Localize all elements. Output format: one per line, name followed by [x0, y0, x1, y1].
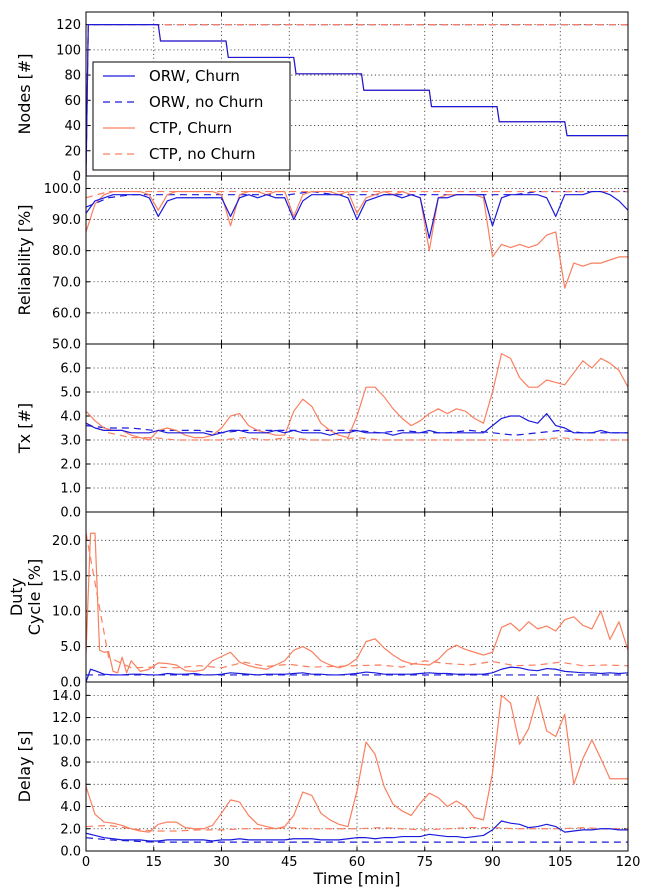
panel-1: 0 20 40 60 80 100 120 Nodes [#]: [15, 11, 629, 185]
series-line-orw-churn: [86, 666, 628, 682]
y-tick-label: 10.0: [52, 733, 81, 748]
series-line-ctp-no-churn: [86, 824, 628, 832]
y-axis-label: Delay [s]: [15, 731, 34, 803]
series-line-ctp-churn: [86, 532, 628, 674]
series-line-orw-churn: [86, 190, 628, 239]
y-tick-label: 40: [64, 119, 81, 134]
y-tick-label: 0.0: [60, 845, 81, 860]
y-tick-label: 2.0: [60, 458, 81, 473]
y-tick-label: 20.0: [52, 534, 81, 549]
x-tick-label: 0: [82, 855, 90, 870]
y-axis-label: Cycle [%]: [25, 559, 44, 636]
series-line-orw-churn: [86, 24, 628, 176]
panel-4: 0.0 5.0 10.0 15.0 20.0 Duty Cycle [%]: [7, 511, 629, 691]
series-line-ctp-churn: [86, 694, 628, 833]
y-tick-label: 1.0: [60, 482, 81, 497]
series-line-ctp-no-churn: [86, 533, 628, 669]
y-tick-label: 0.0: [60, 676, 81, 691]
y-tick-label: 2.0: [60, 822, 81, 837]
y-tick-label: 15.0: [52, 569, 81, 584]
y-tick-label: 80: [64, 69, 81, 84]
y-axis-label: Duty: [7, 578, 26, 616]
y-tick-label: 10.0: [52, 605, 81, 620]
y-tick-label: 4.0: [60, 800, 81, 815]
x-tick-label: 15: [145, 855, 162, 870]
x-tick-label: 105: [548, 855, 573, 870]
y-tick-label: 90.0: [52, 213, 81, 228]
series-line-orw-churn: [86, 413, 628, 436]
x-tick-label: 90: [484, 855, 501, 870]
y-tick-label: 60: [64, 94, 81, 109]
legend-label-orw-churn: ORW, Churn: [149, 67, 240, 85]
y-tick-label: 14.0: [52, 689, 81, 704]
y-tick-label: 4.0: [60, 410, 81, 425]
legend-label-orw-no-churn: ORW, no Churn: [149, 93, 263, 111]
y-tick-label: 3.0: [60, 434, 81, 449]
y-tick-label: 5.0: [60, 640, 81, 655]
y-tick-label: 100: [56, 43, 81, 58]
x-tick-label: 120: [616, 855, 641, 870]
y-tick-label: 8.0: [60, 756, 81, 771]
legend: ORW, Churn ORW, no Churn CTP, Churn CTP, no…: [92, 61, 291, 171]
panels: 0 20 40 60 80 100 120 Nodes [#] 60.0 70.0 80.0 90.0…: [7, 11, 641, 870]
legend-label-ctp-churn: CTP, Churn: [149, 119, 232, 137]
y-tick-label: 6.0: [60, 778, 81, 793]
y-tick-label: 20: [64, 144, 81, 159]
x-tick-label: 60: [349, 855, 366, 870]
y-tick-label: 6.0: [60, 362, 81, 377]
y-tick-label: 80.0: [52, 244, 81, 259]
panel-3: 0.0 1.0 2.0 3.0 4.0 5.0 6.0 50.0 Tx [#]: [15, 338, 629, 521]
y-tick-label: 120: [56, 18, 81, 33]
x-tick-label: 45: [281, 855, 298, 870]
series-line-orw-churn: [86, 820, 628, 842]
panel-2: 60.0 70.0 80.0 90.0 100.0 Reliability [%]: [15, 175, 629, 345]
y-tick-label: 70.0: [52, 275, 81, 290]
x-axis-label: Time [min]: [313, 869, 401, 888]
y-tick-label: 50.0: [52, 338, 81, 353]
series-line-ctp-churn: [86, 190, 628, 289]
legend-label-ctp-no-churn: CTP, no Churn: [149, 145, 256, 163]
x-tick-label: 75: [416, 855, 433, 870]
x-tick-label: 30: [213, 855, 230, 870]
panel-5: 0.0 2.0 4.0 6.0 8.0 10.0 12.0 14.0 Delay [s]: [15, 681, 629, 860]
series-line-orw-no-churn: [86, 837, 628, 843]
y-tick-label: 0.0: [60, 506, 81, 521]
y-tick-label: 0: [73, 170, 81, 185]
y-tick-label: 5.0: [60, 386, 81, 401]
y-axis-label: Nodes [#]: [15, 53, 34, 134]
y-tick-label: 60.0: [52, 306, 81, 321]
y-tick-label: 12.0: [52, 711, 81, 726]
series-line-ctp-churn: [86, 353, 628, 441]
y-axis-label: Tx [#]: [15, 403, 34, 454]
y-axis-label: Reliability [%]: [15, 205, 34, 316]
legend-box: [92, 61, 291, 171]
plot-frame: [85, 681, 629, 852]
y-tick-label: 100.0: [44, 182, 81, 197]
